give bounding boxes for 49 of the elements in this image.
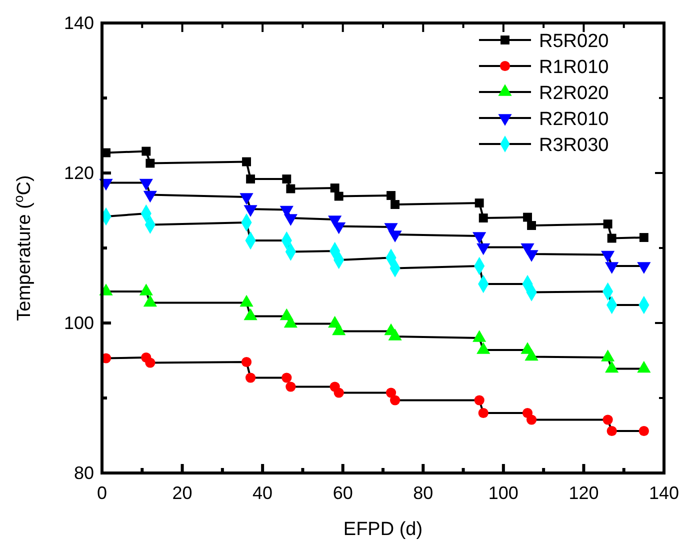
- point: [390, 395, 400, 406]
- legend-label: R2R020: [539, 83, 609, 104]
- point: [386, 191, 396, 200]
- x-tick-label: 20: [172, 483, 192, 503]
- point: [526, 414, 537, 425]
- point: [334, 388, 344, 398]
- point: [334, 192, 344, 201]
- point: [606, 426, 617, 436]
- point: [523, 212, 532, 222]
- legend-label: R2R010: [539, 109, 609, 130]
- point: [390, 200, 400, 209]
- legend-label: R3R030: [539, 135, 609, 156]
- point: [603, 220, 612, 228]
- point: [246, 174, 255, 184]
- x-axis-title: EFPD (d): [343, 519, 423, 540]
- point: [330, 184, 340, 192]
- point: [145, 358, 156, 368]
- x-tick-label: 140: [648, 483, 680, 503]
- point: [527, 221, 536, 230]
- point: [282, 372, 292, 383]
- point: [638, 426, 649, 436]
- point: [242, 157, 251, 166]
- point: [607, 234, 616, 243]
- point: [478, 408, 488, 418]
- point: [286, 184, 296, 194]
- x-tick-label: 100: [488, 483, 518, 503]
- y-tick-label: 120: [64, 163, 94, 183]
- point: [474, 395, 484, 406]
- x-tick-label: 80: [413, 483, 434, 503]
- point: [602, 414, 613, 425]
- point: [639, 233, 648, 242]
- point: [142, 146, 151, 156]
- point: [478, 214, 488, 222]
- point: [386, 388, 396, 398]
- x-tick-label: 60: [332, 483, 353, 503]
- point: [245, 372, 256, 383]
- point: [241, 356, 252, 368]
- x-tick-label: 0: [96, 483, 108, 503]
- point: [474, 198, 484, 208]
- y-tick-label: 100: [64, 313, 94, 333]
- x-tick-label: 40: [252, 483, 273, 503]
- x-tick-label: 120: [568, 483, 599, 503]
- legend-label: R1R010: [539, 57, 609, 78]
- y-tick-label: 80: [74, 463, 94, 483]
- point: [146, 158, 155, 168]
- point: [286, 382, 296, 392]
- point: [282, 174, 292, 184]
- legend-label: R5R020: [539, 31, 609, 52]
- y-tick-label: 140: [64, 13, 94, 33]
